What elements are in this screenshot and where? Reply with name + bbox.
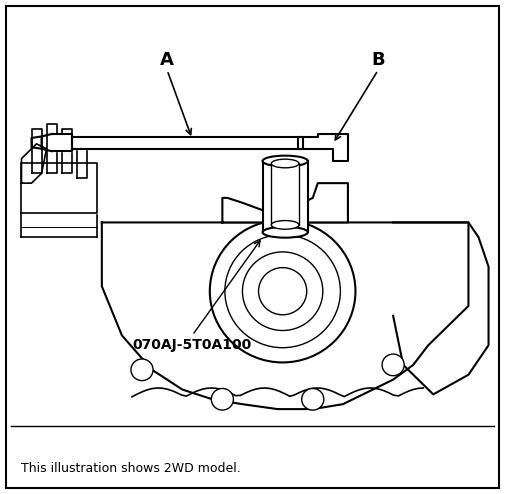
Text: B: B: [371, 51, 385, 69]
Ellipse shape: [263, 156, 308, 166]
Circle shape: [211, 388, 233, 410]
Text: A: A: [160, 51, 174, 69]
Bar: [271, 164, 299, 225]
Polygon shape: [22, 144, 46, 183]
Polygon shape: [31, 129, 41, 173]
Ellipse shape: [263, 227, 308, 238]
Circle shape: [210, 220, 356, 363]
Polygon shape: [298, 134, 348, 161]
Text: 070AJ-5T0A100: 070AJ-5T0A100: [133, 338, 252, 352]
Ellipse shape: [271, 159, 299, 168]
Polygon shape: [77, 139, 87, 178]
Ellipse shape: [271, 221, 299, 229]
Polygon shape: [393, 222, 488, 394]
Circle shape: [382, 354, 404, 376]
Polygon shape: [102, 222, 469, 409]
Polygon shape: [22, 164, 97, 212]
Polygon shape: [52, 134, 72, 151]
Circle shape: [131, 359, 153, 380]
Bar: [263, 161, 308, 232]
Polygon shape: [72, 137, 302, 149]
Text: This illustration shows 2WD model.: This illustration shows 2WD model.: [22, 461, 241, 475]
Polygon shape: [62, 129, 72, 173]
Polygon shape: [46, 124, 57, 173]
Polygon shape: [222, 183, 348, 222]
Circle shape: [301, 388, 324, 410]
